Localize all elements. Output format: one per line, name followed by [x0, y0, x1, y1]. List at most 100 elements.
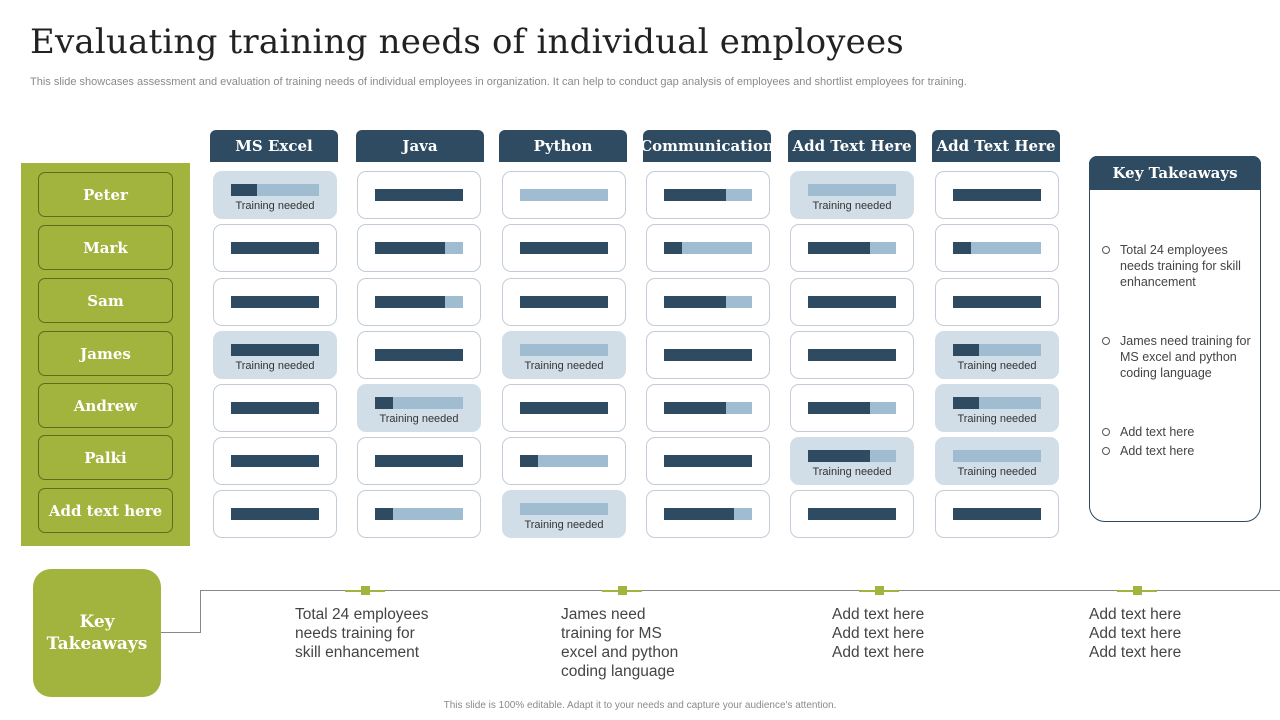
- skill-cell: [935, 278, 1059, 326]
- skill-cell: [357, 490, 481, 538]
- skill-level-fill: [808, 242, 870, 254]
- skill-level-fill: [953, 397, 980, 409]
- skill-level-bar: [520, 455, 608, 467]
- skill-cell: [790, 384, 914, 432]
- training-needed-label: Training needed: [957, 413, 1037, 425]
- bullet-circle-icon: [1102, 447, 1110, 455]
- skill-cell: Training needed: [502, 331, 626, 379]
- skill-level-fill: [520, 242, 608, 254]
- key-takeaways-badge: Key Takeaways: [33, 569, 161, 697]
- skill-level-fill: [231, 296, 319, 308]
- skill-cell: [790, 490, 914, 538]
- skill-cell: [790, 278, 914, 326]
- skill-cell: [357, 171, 481, 219]
- column-header: Add Text Here: [932, 130, 1060, 162]
- skill-cell: [213, 437, 337, 485]
- skill-level-bar: [808, 508, 896, 520]
- skill-level-fill: [375, 508, 393, 520]
- skill-cell: Training needed: [935, 384, 1059, 432]
- skill-cell: [935, 490, 1059, 538]
- skill-level-bar: [808, 349, 896, 361]
- skill-level-fill: [520, 402, 608, 414]
- skill-level-fill: [664, 189, 726, 201]
- skill-level-fill: [664, 508, 735, 520]
- skill-cell: [935, 224, 1059, 272]
- column-header: Communication: [640, 130, 774, 162]
- employee-name-box: Palki: [38, 435, 173, 480]
- timeline-text: Add text here Add text here Add text her…: [1089, 606, 1182, 661]
- skill-cell: [502, 437, 626, 485]
- timeline-text: James need training for MS excel and pyt…: [561, 606, 679, 680]
- skill-level-bar: [520, 296, 608, 308]
- skill-cell: [646, 171, 770, 219]
- employee-name-box: James: [38, 331, 173, 376]
- skill-cell: [213, 278, 337, 326]
- skill-cell: [646, 224, 770, 272]
- timeline-marker: [345, 586, 385, 595]
- bullet-circle-icon: [1102, 246, 1110, 254]
- skill-cell: Training needed: [213, 171, 337, 219]
- training-needed-label: Training needed: [812, 200, 892, 212]
- skill-level-bar: [953, 450, 1041, 462]
- skill-cell: Training needed: [935, 437, 1059, 485]
- skill-level-bar: [808, 242, 896, 254]
- skill-level-bar: [375, 455, 463, 467]
- skill-level-bar: [375, 242, 463, 254]
- skill-cell: [646, 384, 770, 432]
- training-needed-label: Training needed: [524, 360, 604, 372]
- skill-level-bar: [520, 242, 608, 254]
- employee-name-box: Peter: [38, 172, 173, 217]
- skill-level-bar: [375, 397, 463, 409]
- skill-level-bar: [953, 296, 1041, 308]
- column-header: Python: [499, 130, 627, 162]
- skill-cell: [213, 490, 337, 538]
- skill-level-fill: [664, 296, 726, 308]
- skill-level-bar: [231, 402, 319, 414]
- skill-level-fill: [231, 344, 319, 356]
- training-needed-label: Training needed: [957, 360, 1037, 372]
- timeline-text: Total 24 employees needs training for sk…: [295, 606, 429, 661]
- timeline-connector: [161, 632, 201, 633]
- skill-level-bar: [664, 242, 752, 254]
- skill-level-fill: [231, 455, 319, 467]
- skill-level-fill: [375, 242, 446, 254]
- skill-level-bar: [664, 508, 752, 520]
- key-takeaways-panel: Key Takeaways Total 24 employees needs t…: [1089, 156, 1261, 522]
- skill-level-bar: [375, 189, 463, 201]
- training-needed-label: Training needed: [379, 413, 459, 425]
- column-header: MS Excel: [210, 130, 338, 162]
- skill-level-fill: [664, 402, 726, 414]
- employee-name-box: Mark: [38, 225, 173, 270]
- skill-level-bar: [664, 349, 752, 361]
- skill-level-fill: [231, 184, 258, 196]
- skill-cell: [790, 331, 914, 379]
- skill-cell: [357, 278, 481, 326]
- page-title: Evaluating training needs of individual …: [30, 22, 904, 62]
- skill-level-fill: [231, 242, 319, 254]
- skill-level-bar: [520, 503, 608, 515]
- skill-level-bar: [520, 344, 608, 356]
- skill-cell: [646, 278, 770, 326]
- skill-level-fill: [231, 402, 319, 414]
- skill-level-bar: [231, 184, 319, 196]
- skill-cell: [357, 437, 481, 485]
- skill-level-bar: [953, 242, 1041, 254]
- key-takeaway-item: Add text here: [1102, 443, 1252, 459]
- skill-cell: [213, 224, 337, 272]
- skill-level-bar: [375, 296, 463, 308]
- skill-level-bar: [231, 296, 319, 308]
- skill-level-fill: [375, 189, 463, 201]
- skill-level-bar: [520, 402, 608, 414]
- skill-cell: Training needed: [790, 437, 914, 485]
- key-takeaway-item: James need training for MS excel and pyt…: [1102, 333, 1252, 381]
- skill-cell: Training needed: [213, 331, 337, 379]
- skill-level-bar: [808, 402, 896, 414]
- skill-level-bar: [520, 189, 608, 201]
- skill-level-fill: [808, 508, 896, 520]
- skill-level-fill: [953, 296, 1041, 308]
- skill-level-bar: [808, 296, 896, 308]
- skill-cell: [935, 171, 1059, 219]
- skill-level-fill: [520, 455, 538, 467]
- skill-level-fill: [664, 455, 752, 467]
- skill-level-fill: [953, 344, 980, 356]
